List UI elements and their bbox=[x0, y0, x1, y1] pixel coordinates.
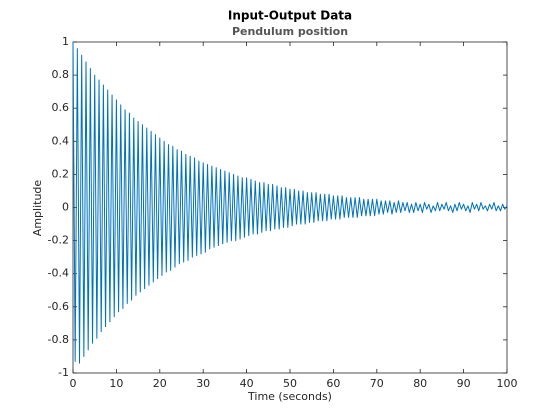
y-tick-label: 0.6 bbox=[52, 101, 70, 114]
x-tick-label: 100 bbox=[497, 377, 518, 390]
x-tick-label: 80 bbox=[413, 377, 427, 390]
x-axis-label: Time (seconds) bbox=[247, 390, 332, 403]
y-tick-label: -0.2 bbox=[48, 234, 69, 247]
x-tick-label: 30 bbox=[196, 377, 210, 390]
x-tick-label: 20 bbox=[153, 377, 167, 390]
x-tick-label: 50 bbox=[283, 377, 297, 390]
x-tick-label: 70 bbox=[370, 377, 384, 390]
y-axis-label: Amplitude bbox=[31, 180, 44, 237]
y-tick-label: -0.8 bbox=[48, 333, 69, 346]
y-tick-label: -1 bbox=[58, 366, 69, 379]
y-tick-label: 0.8 bbox=[52, 68, 70, 81]
x-tick-label: 40 bbox=[240, 377, 254, 390]
data-line bbox=[72, 41, 508, 364]
x-tick-label: 90 bbox=[457, 377, 471, 390]
y-tick-label: 1 bbox=[62, 35, 69, 48]
x-tick-label: 0 bbox=[70, 377, 77, 390]
y-tick-label: -0.6 bbox=[48, 300, 69, 313]
y-tick-label: -0.4 bbox=[48, 267, 69, 280]
chart-title: Input-Output Data bbox=[228, 9, 352, 23]
y-tick-label: 0.2 bbox=[52, 167, 70, 180]
y-tick-label: 0 bbox=[62, 201, 69, 214]
chart-subtitle: Pendulum position bbox=[232, 25, 348, 38]
x-tick-label: 10 bbox=[109, 377, 123, 390]
y-tick-label: 0.4 bbox=[52, 134, 70, 147]
x-tick-label: 60 bbox=[326, 377, 340, 390]
